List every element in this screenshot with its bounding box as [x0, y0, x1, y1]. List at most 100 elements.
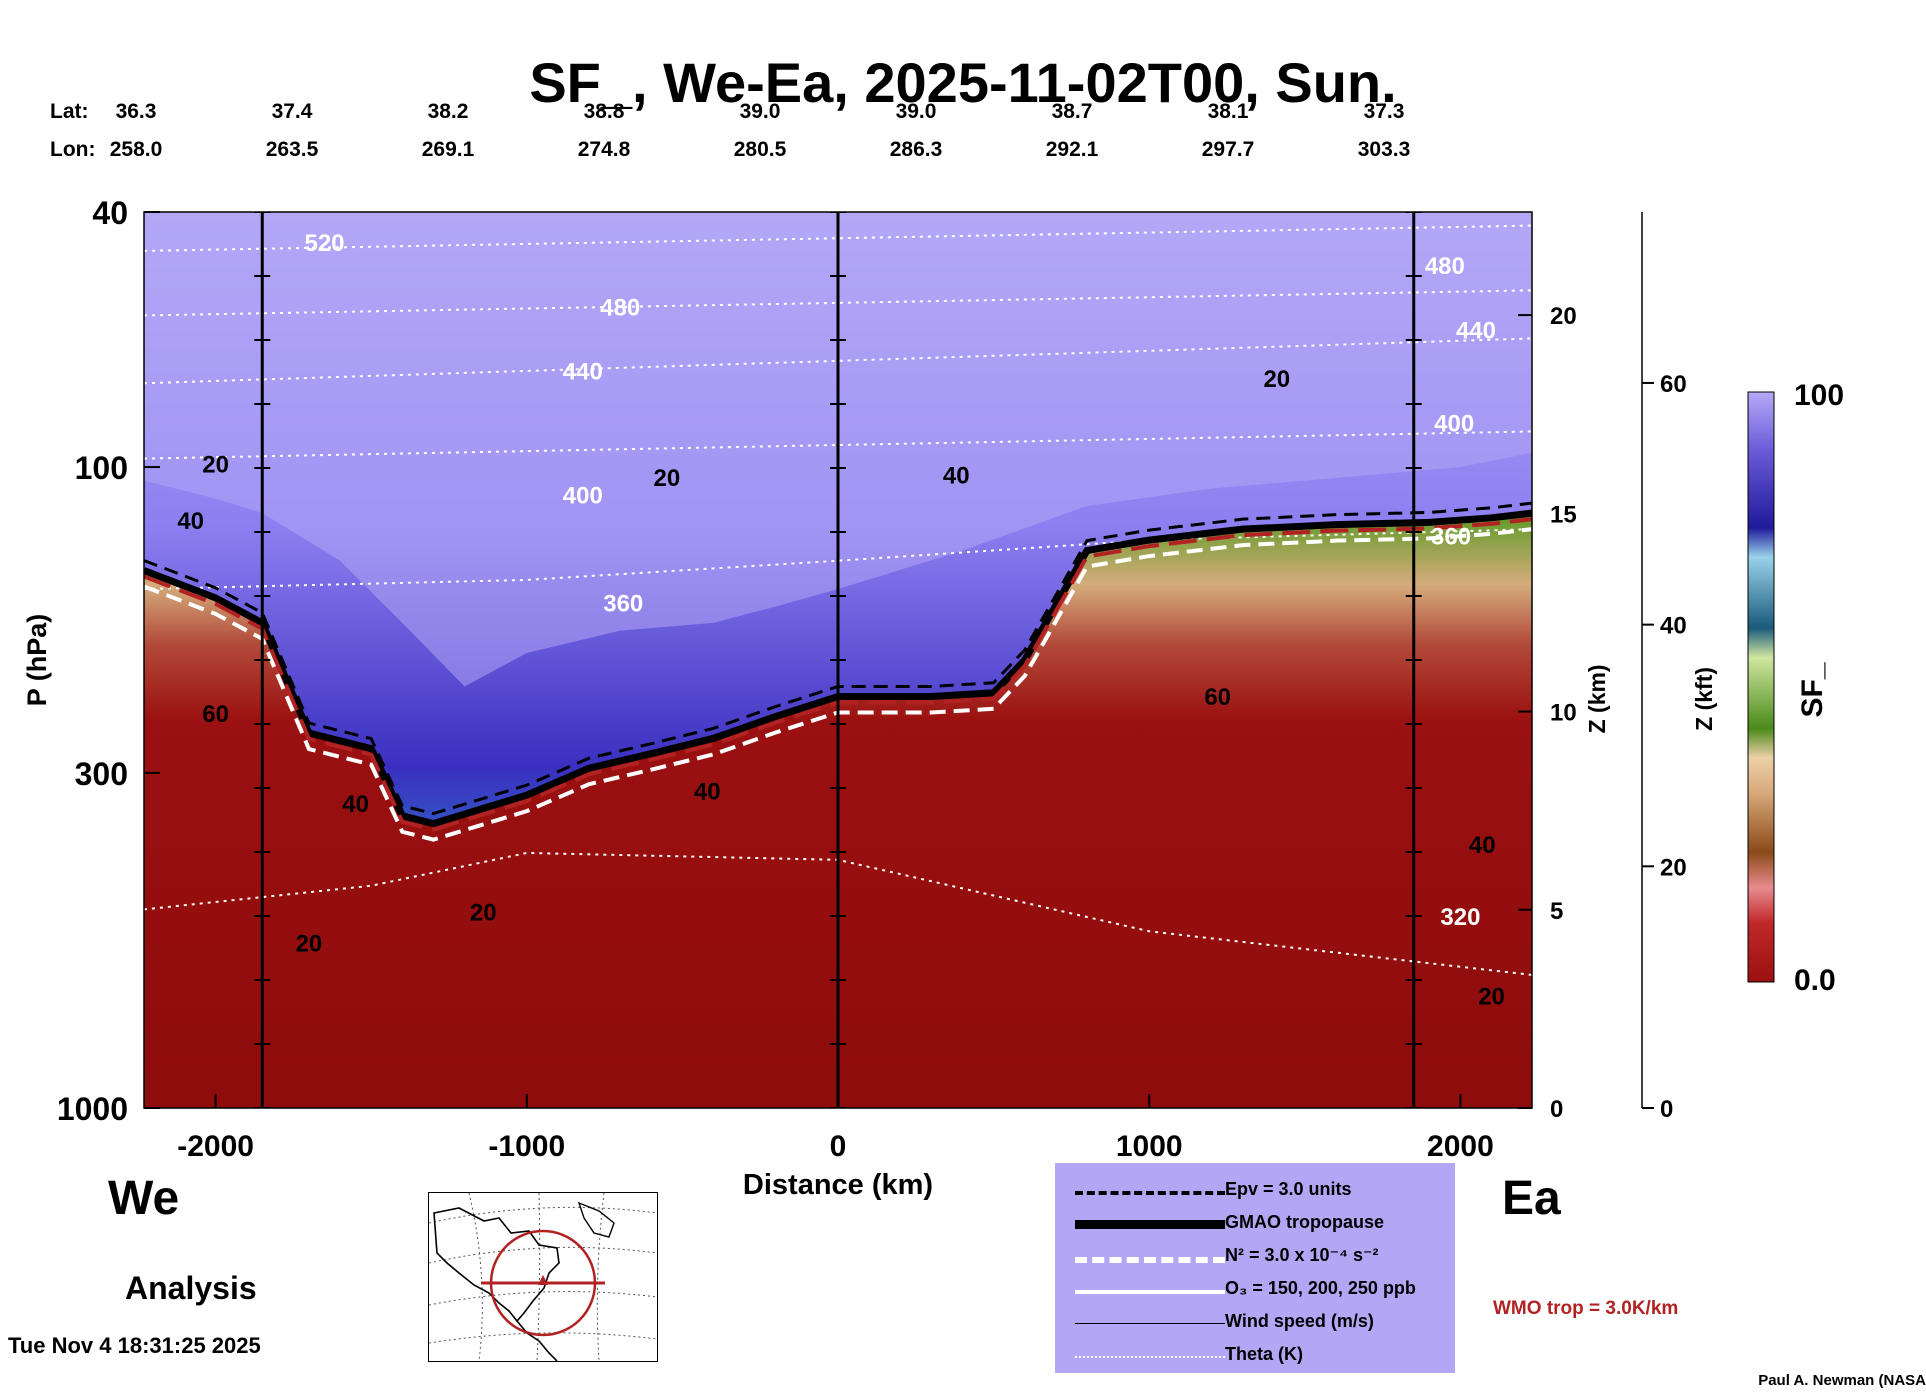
- legend-item: GMAO tropopause: [1055, 1212, 1455, 1242]
- locator-map: [428, 1192, 658, 1362]
- contour-label: 520: [304, 230, 344, 257]
- lon-value: 269.1: [422, 138, 475, 161]
- zkft-tick-label: 40: [1660, 613, 1687, 640]
- zkm-tick-label: 20: [1550, 303, 1577, 330]
- legend: Epv = 3.0 units GMAO tropopause N² = 3.0 x…: [1055, 1163, 1455, 1373]
- west-label: We: [108, 1172, 179, 1225]
- x-tick-label: 2000: [1427, 1130, 1494, 1163]
- legend-line-sample: [1075, 1191, 1225, 1195]
- lat-value: 39.0: [896, 100, 937, 123]
- contour-label: 480: [1425, 253, 1465, 280]
- zkm-tick-label: 5: [1550, 898, 1563, 925]
- legend-item: Wind speed (m/s): [1055, 1311, 1455, 1341]
- lon-value: 274.8: [578, 138, 631, 161]
- contour-label: 20: [296, 931, 323, 958]
- contour-label: 400: [1434, 410, 1474, 437]
- contour-label: 60: [202, 701, 229, 728]
- lon-value: 297.7: [1202, 138, 1255, 161]
- locator-map-drawing: [429, 1193, 657, 1361]
- legend-item-label: N² = 3.0 x 10⁻⁴ s⁻²: [1225, 1245, 1379, 1265]
- legend-line-sample: [1075, 1257, 1225, 1263]
- timestamp: Tue Nov 4 18:31:25 2025: [8, 1333, 261, 1358]
- legend-line-sample: [1075, 1290, 1225, 1294]
- east-label: Ea: [1502, 1172, 1561, 1225]
- contour-label: 60: [1204, 684, 1231, 711]
- legend-item-label: Epv = 3.0 units: [1225, 1179, 1352, 1199]
- lon-value: 258.0: [110, 138, 163, 161]
- p-tick-label: 40: [92, 195, 128, 231]
- lon-header-label: Lon:: [50, 138, 95, 161]
- contour-label: 40: [694, 778, 721, 805]
- lat-value: 37.4: [272, 100, 313, 123]
- lat-header-label: Lat:: [50, 100, 89, 123]
- contour-label: 320: [1440, 904, 1480, 931]
- contour-label: 480: [600, 294, 640, 321]
- zkft-tick-label: 20: [1660, 854, 1687, 881]
- lat-value: 39.0: [740, 100, 781, 123]
- contour-label: 40: [177, 508, 204, 535]
- contour-label: 400: [563, 483, 603, 510]
- contour-label: 40: [342, 791, 369, 818]
- lon-value: 303.3: [1358, 138, 1411, 161]
- legend-item-label: O₃ = 150, 200, 250 ppb: [1225, 1278, 1416, 1298]
- colorbar-gradient: [1747, 391, 1775, 983]
- analysis-label: Analysis: [125, 1270, 257, 1306]
- theta-contour-320: [144, 851, 1532, 976]
- legend-item: Theta (K): [1055, 1344, 1455, 1374]
- wmo-trop-note: WMO trop = 3.0K/km: [1493, 1298, 1679, 1319]
- zkft-tick-label: 60: [1660, 371, 1687, 398]
- gmao-tropopause-line: [144, 509, 1532, 828]
- lon-value: 263.5: [266, 138, 319, 161]
- y-axis-label: P (hPa): [22, 614, 52, 707]
- contour-label: 20: [202, 452, 229, 479]
- p-tick-label: 1000: [57, 1091, 128, 1127]
- contour-label: 20: [653, 465, 680, 492]
- lon-value: 286.3: [890, 138, 943, 161]
- colorbar-min-label: 0.0: [1794, 964, 1836, 997]
- p-tick-label: 300: [75, 756, 128, 792]
- zkft-tick-label: 0: [1660, 1096, 1673, 1123]
- contour-label: 440: [563, 358, 603, 385]
- contour-label: 360: [603, 590, 643, 617]
- legend-item: O₃ = 150, 200, 250 ppb: [1055, 1278, 1455, 1308]
- legend-item-label: GMAO tropopause: [1225, 1212, 1385, 1232]
- zkm-axis-label: Z (km): [1584, 664, 1610, 733]
- legend-item: Epv = 3.0 units: [1055, 1179, 1455, 1209]
- p-tick-label: 100: [75, 450, 128, 486]
- colorbar: 100 0.0 SF_: [1747, 379, 1844, 997]
- lon-value: 280.5: [734, 138, 787, 161]
- contour-label: 40: [943, 462, 970, 489]
- zkm-tick-label: 10: [1550, 700, 1577, 727]
- colorbar-title: SF_: [1796, 662, 1829, 717]
- n2-line: [144, 527, 1532, 842]
- legend-line-sample: [1075, 1356, 1225, 1358]
- x-axis: -2000 -1000 0 1000 2000: [177, 1094, 1494, 1163]
- x-tick-label: -2000: [177, 1130, 254, 1163]
- lat-value: 38.2: [428, 100, 469, 123]
- lat-value: 36.3: [116, 100, 157, 123]
- lat-value: 38.1: [1208, 100, 1249, 123]
- x-tick-label: 1000: [1116, 1130, 1183, 1163]
- plot-area: 520 480 440 400 360 480 440 400 360 320 20 40 20 40 20…: [144, 212, 1532, 1108]
- lat-value: 38.8: [584, 100, 625, 123]
- legend-line-sample: [1075, 1323, 1225, 1324]
- wmo-tropopause-line: [144, 517, 1532, 832]
- contour-label: 360: [1431, 523, 1471, 550]
- zkm-tick-label: 15: [1550, 501, 1577, 528]
- lat-lon-header: Lat: Lon: 36.3 37.4 38.2 38.8 39.0 39.0 38.7 38…: [50, 100, 1410, 161]
- contour-label: 20: [1263, 366, 1290, 393]
- legend-item-label: Theta (K): [1225, 1344, 1303, 1364]
- author-credit: Paul A. Newman (NASA: [1758, 1372, 1926, 1389]
- contour-label: 20: [470, 900, 497, 927]
- x-tick-label: -1000: [488, 1130, 565, 1163]
- colorbar-max-label: 100: [1794, 379, 1844, 412]
- zkm-axis: 0 5 10 15 20: [1518, 303, 1577, 1123]
- pressure-axis: 40 100 300 1000: [57, 195, 160, 1127]
- lat-value: 37.3: [1364, 100, 1405, 123]
- legend-item: N² = 3.0 x 10⁻⁴ s⁻²: [1055, 1245, 1455, 1275]
- epv-line: [144, 501, 1532, 816]
- contour-label: 440: [1456, 317, 1496, 344]
- legend-line-sample: [1075, 1220, 1225, 1229]
- zkft-axis: 0 20 40 60: [1641, 212, 1687, 1123]
